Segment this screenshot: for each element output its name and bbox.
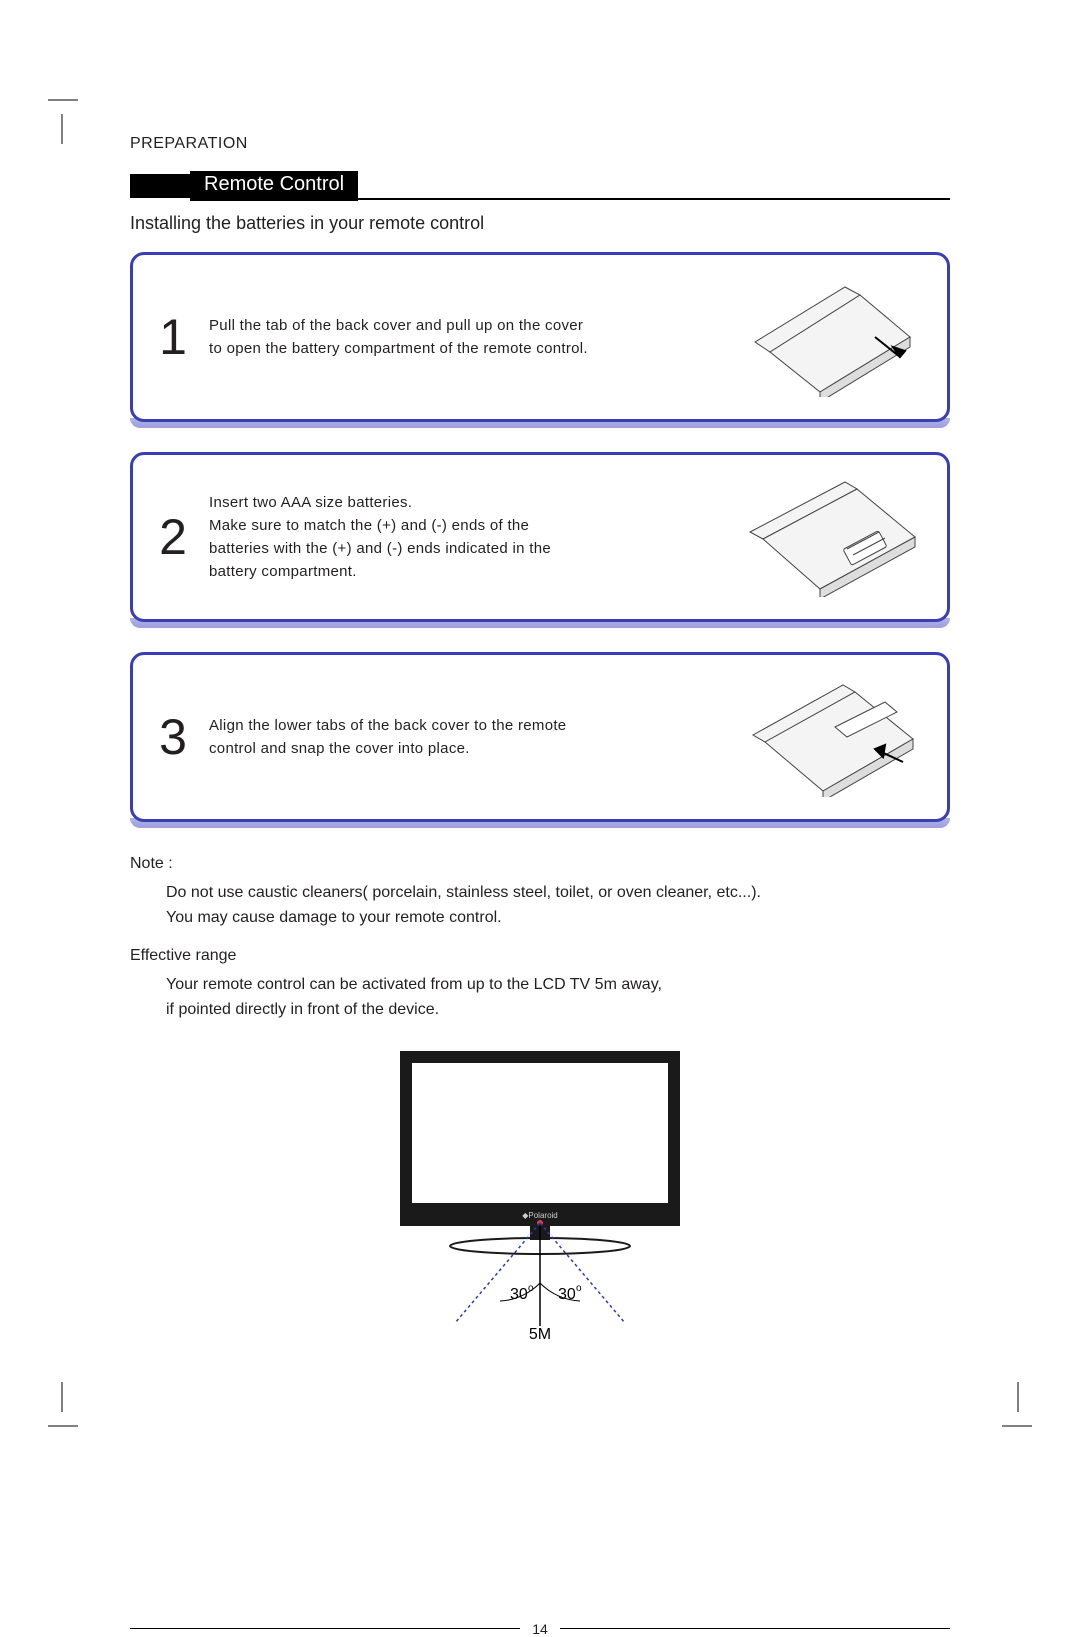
page-title: Remote Control	[190, 171, 358, 201]
title-bar-prefix	[130, 174, 190, 198]
step-1-text: Pull the tab of the back cover and pull …	[209, 314, 589, 361]
tv-range-diagram: ◆Polaroid 30 o 30 o 5M	[130, 1041, 950, 1341]
title-row: Remote Control	[130, 171, 950, 201]
svg-text:◆Polaroid: ◆Polaroid	[522, 1211, 558, 1220]
page-number: 14	[532, 1621, 548, 1637]
step-1-number: 1	[155, 312, 191, 362]
step-3-illustration	[725, 677, 925, 797]
step-box-3: 3 Align the lower tabs of the back cover…	[130, 652, 950, 822]
svg-text:o: o	[528, 1283, 534, 1294]
step-3-text: Align the lower tabs of the back cover t…	[209, 714, 589, 761]
note-block: Note : Do not use caustic cleaners( porc…	[130, 852, 950, 1023]
note-body: Do not use caustic cleaners( porcelain, …	[166, 881, 950, 931]
section-label: PREPARATION	[130, 135, 950, 153]
title-rule	[358, 198, 950, 200]
range-body: Your remote control can be activated fro…	[166, 973, 950, 1023]
step-2-illustration	[725, 477, 925, 597]
step-box-1: 1 Pull the tab of the back cover and pul…	[130, 252, 950, 422]
svg-text:o: o	[576, 1283, 582, 1294]
step-3-number: 3	[155, 712, 191, 762]
angle-right-label: 30	[558, 1286, 576, 1303]
note-label: Note :	[130, 852, 950, 877]
range-label: Effective range	[130, 944, 950, 969]
distance-label: 5M	[529, 1326, 551, 1341]
page-footer: 14	[130, 1621, 950, 1637]
step-box-2: 2 Insert two AAA size batteries. Make su…	[130, 452, 950, 622]
subtitle: Installing the batteries in your remote …	[130, 213, 950, 234]
step-2-number: 2	[155, 512, 191, 562]
step-2-text: Insert two AAA size batteries. Make sure…	[209, 491, 589, 584]
page-content: PREPARATION Remote Control Installing th…	[130, 135, 950, 1637]
angle-left-label: 30	[510, 1286, 528, 1303]
step-1-illustration	[725, 277, 925, 397]
